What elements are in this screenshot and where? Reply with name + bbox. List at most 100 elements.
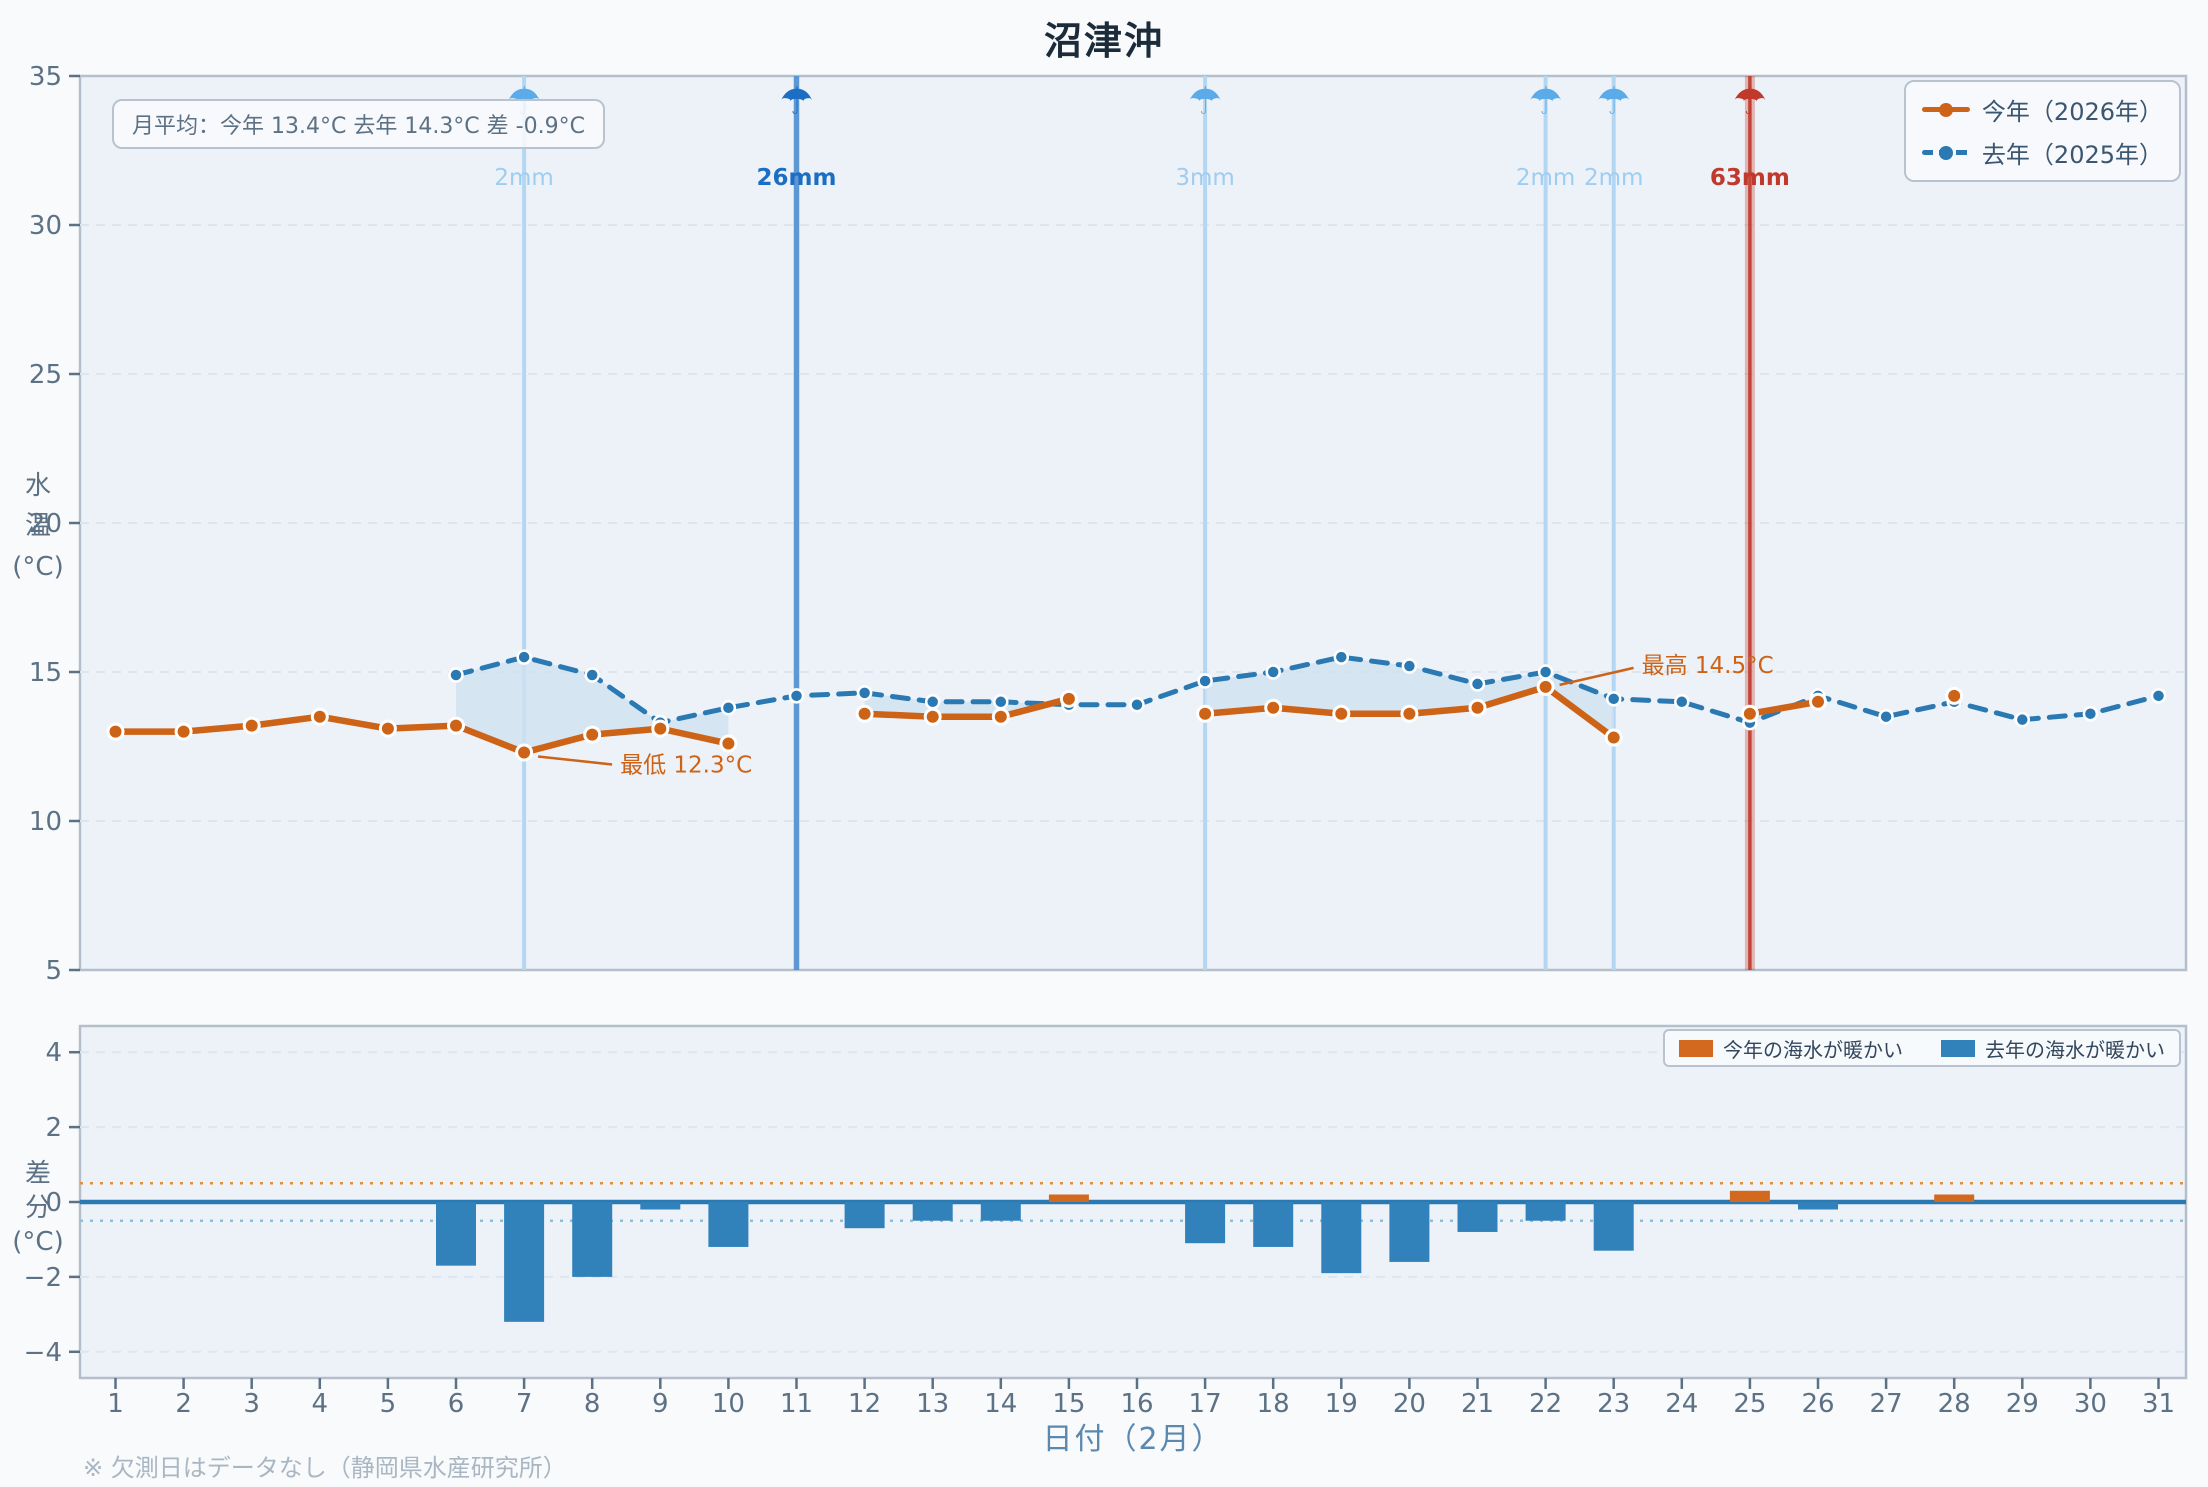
point-this-year-day-10[interactable] — [719, 734, 738, 753]
diff-bar-day-18[interactable] — [1253, 1202, 1294, 1247]
point-last-year-day-21[interactable] — [1469, 676, 1486, 692]
diff-bar-day-10[interactable] — [708, 1202, 749, 1247]
point-this-year-day-9[interactable] — [651, 719, 670, 738]
y-axis-title-line: (°C) — [12, 1226, 64, 1257]
point-last-year-day-22[interactable] — [1537, 664, 1554, 680]
legend-item-warmer-this-year[interactable]: 今年の海水が暖かい — [1679, 1034, 1903, 1063]
point-last-year-day-20[interactable] — [1401, 658, 1418, 674]
y-tick-label: 35 — [29, 62, 62, 92]
point-last-year-day-29[interactable] — [2014, 711, 2031, 728]
point-this-year-day-1[interactable] — [106, 722, 125, 741]
diff-bar-day-25[interactable] — [1729, 1190, 1770, 1202]
y-axis-title-line: 分 — [24, 1192, 51, 1223]
x-tick-label: 28 — [1938, 1389, 1971, 1419]
y-tick-label: 5 — [45, 956, 62, 986]
annotation-max: 最高 14.5°C — [1559, 653, 1774, 687]
diff-bar-day-17[interactable] — [1185, 1202, 1226, 1244]
point-this-year-day-4[interactable] — [310, 707, 329, 726]
point-this-year-day-3[interactable] — [242, 716, 261, 735]
point-this-year-day-17[interactable] — [1196, 704, 1215, 723]
legend-item-last-year[interactable]: 去年（2025年） — [1921, 135, 2163, 170]
legend-item-this-year[interactable]: 今年（2026年） — [1921, 92, 2163, 127]
difference-legend: 今年の海水が暖かい 去年の海水が暖かい — [1663, 1029, 2181, 1067]
point-this-year-day-2[interactable] — [174, 722, 193, 741]
temperature-plot-area — [78, 74, 2188, 972]
y-axis-title-line: (°C) — [12, 551, 64, 582]
point-last-year-day-30[interactable] — [2082, 705, 2099, 722]
diff-bar-day-9[interactable] — [640, 1202, 681, 1210]
y-tick-label: 15 — [29, 658, 62, 688]
legend-label-warmer-this-year: 今年の海水が暖かい — [1723, 1037, 1903, 1062]
legend-item-warmer-last-year[interactable]: 去年の海水が暖かい — [1941, 1034, 2165, 1063]
point-last-year-day-6[interactable] — [448, 667, 464, 683]
diff-bar-day-12[interactable] — [844, 1202, 885, 1229]
diff-bar-day-6[interactable] — [436, 1202, 476, 1266]
point-last-year-day-17[interactable] — [1197, 673, 1213, 689]
diff-bar-day-23[interactable] — [1593, 1202, 1634, 1251]
last-year-line — [453, 654, 2161, 726]
point-last-year-day-19[interactable] — [1333, 649, 1350, 665]
point-last-year-day-24[interactable] — [1674, 694, 1690, 710]
point-last-year-day-10[interactable] — [720, 700, 737, 716]
point-this-year-day-18[interactable] — [1264, 698, 1283, 717]
point-this-year-day-21[interactable] — [1468, 698, 1487, 717]
diff-bar-day-7[interactable] — [504, 1202, 545, 1322]
footnote: ※ 欠測日はデータなし（静岡県水産研究所） — [83, 1454, 567, 1482]
point-last-year-day-12[interactable] — [856, 685, 873, 701]
diff-bar-day-8[interactable] — [572, 1202, 613, 1277]
point-this-year-day-26[interactable] — [1809, 692, 1827, 711]
legend-label-last-year: 去年（2025年） — [1981, 141, 2163, 169]
diff-bar-day-20[interactable] — [1389, 1202, 1430, 1262]
diff-bar-day-15[interactable] — [1048, 1194, 1089, 1202]
point-this-year-day-23[interactable] — [1604, 728, 1623, 747]
point-last-year-day-27[interactable] — [1878, 708, 1894, 725]
temperature-legend: 今年（2026年） 去年（2025年） — [1903, 80, 2181, 182]
y-axis-title-line: 差 — [24, 1159, 51, 1189]
diff-bar-day-14[interactable] — [980, 1202, 1021, 1221]
point-this-year-day-13[interactable] — [923, 707, 942, 726]
point-this-year-day-20[interactable] — [1400, 704, 1419, 723]
point-last-year-day-11[interactable] — [788, 688, 805, 704]
diff-bar-day-13[interactable] — [912, 1202, 953, 1221]
x-tick-label: 27 — [1870, 1389, 1903, 1419]
x-tick-label: 20 — [1393, 1389, 1426, 1419]
point-last-year-day-23[interactable] — [1605, 691, 1622, 707]
y-tick-label: 2 — [45, 1113, 62, 1143]
point-this-year-day-15[interactable] — [1059, 689, 1078, 708]
annotation-leader — [537, 755, 613, 766]
diff-bar-day-28[interactable] — [1934, 1194, 1975, 1202]
diff-bar-day-19[interactable] — [1321, 1202, 1362, 1274]
y-axis-title-difference: 差 分 (°C) — [10, 1158, 66, 1259]
point-this-year-day-7[interactable] — [515, 743, 534, 762]
this-year-line — [1746, 698, 1822, 717]
point-this-year-day-5[interactable] — [378, 719, 397, 738]
diff-bar-day-22[interactable] — [1525, 1202, 1566, 1221]
point-last-year-day-31[interactable] — [2150, 688, 2167, 704]
x-tick-label: 11 — [780, 1389, 813, 1419]
x-tick-label: 2 — [175, 1389, 192, 1419]
rain-amount-label: 2mm — [1516, 165, 1575, 191]
point-this-year-day-14[interactable] — [991, 707, 1010, 726]
point-last-year-day-7[interactable] — [516, 649, 532, 665]
x-tick-label: 19 — [1325, 1389, 1358, 1419]
x-tick-label: 6 — [448, 1389, 465, 1419]
annotation-text: 最高 14.5°C — [1642, 653, 1774, 679]
point-this-year-day-12[interactable] — [855, 704, 874, 723]
diff-bar-day-26[interactable] — [1798, 1202, 1838, 1210]
point-this-year-day-25[interactable] — [1740, 704, 1759, 723]
point-this-year-day-19[interactable] — [1332, 704, 1351, 723]
point-last-year-day-18[interactable] — [1265, 664, 1281, 680]
point-last-year-day-13[interactable] — [924, 694, 941, 710]
orange-swatch — [1679, 1039, 1713, 1057]
this-year-line — [861, 695, 1073, 720]
point-this-year-day-8[interactable] — [583, 725, 602, 744]
point-last-year-day-16[interactable] — [1129, 697, 1145, 713]
point-this-year-day-28[interactable] — [1945, 686, 1964, 705]
point-this-year-day-22[interactable] — [1536, 677, 1555, 696]
point-this-year-day-6[interactable] — [447, 716, 465, 735]
point-last-year-day-14[interactable] — [993, 694, 1009, 710]
point-last-year-day-8[interactable] — [584, 667, 600, 683]
x-axis-title: 日付（2月） — [1042, 1422, 1224, 1457]
diff-bar-day-21[interactable] — [1457, 1202, 1498, 1232]
